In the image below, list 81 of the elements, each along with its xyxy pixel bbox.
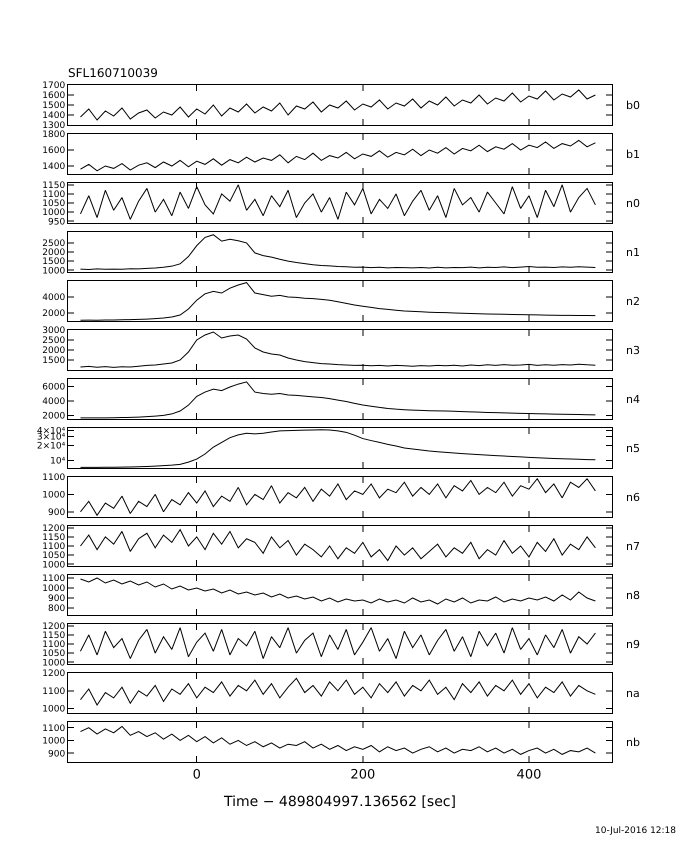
y-tick-label: 1100 (42, 473, 66, 484)
y-tick-label: 1100 (42, 686, 66, 697)
y-axis-title: nb (626, 736, 640, 749)
y-tick-label: 900 (48, 508, 66, 518)
y-tick-label: 1200 (42, 669, 66, 680)
y-tick-label: 1400 (42, 162, 66, 172)
y-axis-title: n1 (626, 246, 640, 259)
y-axis-title: na (626, 687, 640, 700)
line-series (80, 726, 596, 755)
y-tick-label: 3×10⁴ (36, 432, 66, 443)
y-tick-label: 1100 (42, 542, 66, 552)
y-tick-label: 1200 (42, 622, 66, 632)
y-axis-title: n8 (626, 589, 640, 602)
y-axis-title: n6 (626, 491, 640, 504)
y-tick-label: 950 (48, 217, 66, 228)
y-tick-label: 1000 (42, 490, 66, 501)
y-axis-title: n5 (626, 442, 640, 455)
y-axis-title: n4 (626, 393, 640, 406)
x-axis-title: Time − 489804997.136562 [sec] (223, 794, 456, 810)
y-tick-label: 1050 (42, 199, 66, 210)
line-series (80, 578, 596, 604)
y-tick-label: 1000 (42, 658, 66, 668)
y-tick-label: 1700 (42, 81, 66, 92)
y-axis-title: b0 (626, 99, 640, 112)
y-tick-label: 1500 (42, 257, 66, 268)
y-tick-label: 1150 (42, 533, 66, 544)
y-tick-label: 1000 (42, 736, 66, 747)
y-axis-title: n2 (626, 295, 640, 308)
y-tick-label: 2000 (42, 412, 66, 422)
line-series (80, 90, 596, 120)
y-tick-label: 1600 (42, 146, 66, 156)
y-tick-label: 1100 (42, 574, 66, 584)
y-tick-label: 1500 (42, 356, 66, 366)
y-tick-label: 1000 (42, 704, 66, 715)
y-tick-label: 1100 (42, 640, 66, 650)
y-tick-label: 10⁴ (50, 456, 66, 467)
y-tick-label: 1000 (42, 560, 66, 570)
y-tick-label: 1000 (42, 208, 66, 218)
y-tick-label: 4000 (42, 293, 66, 304)
y-axis-title: n7 (626, 540, 640, 553)
y-tick-label: 1050 (42, 551, 66, 562)
x-tick-label: 200 (350, 768, 376, 783)
y-tick-label: 900 (48, 749, 66, 760)
chart-title: SFL160710039 (68, 66, 158, 80)
line-series (80, 140, 596, 172)
y-tick-label: 2000 (42, 346, 66, 356)
y-tick-label: 2500 (42, 336, 66, 346)
y-tick-label: 3000 (42, 326, 66, 336)
x-tick-label: 0 (192, 768, 201, 783)
y-tick-label: 2000 (42, 309, 66, 320)
y-tick-label: 2×10⁴ (36, 442, 66, 452)
x-tick-label: 400 (516, 768, 542, 783)
text: 10-Jul-2016 12:18 (595, 826, 676, 836)
y-tick-label: 1600 (42, 91, 66, 102)
y-tick-label: 4000 (42, 396, 66, 407)
y-tick-label: 2500 (42, 239, 66, 250)
y-tick-label: 900 (48, 594, 66, 604)
y-tick-label: 1100 (42, 190, 66, 200)
y-tick-label: 1800 (42, 130, 66, 140)
y-tick-label: 1150 (42, 180, 66, 191)
y-tick-label: 1400 (42, 111, 66, 122)
y-tick-label: 2000 (42, 248, 66, 258)
y-tick-label: 1000 (42, 584, 66, 594)
y-tick-label: 1300 (42, 121, 66, 132)
y-tick-label: 1050 (42, 649, 66, 660)
line-series (80, 234, 596, 270)
line-series (80, 627, 596, 660)
line-series (80, 332, 596, 368)
y-axis-title: n3 (626, 344, 640, 357)
y-tick-label: 1500 (42, 101, 66, 112)
y-tick-label: 1200 (42, 524, 66, 534)
y-tick-label: 800 (48, 604, 66, 614)
y-tick-label: 1000 (42, 266, 66, 276)
y-tick-label: 1100 (42, 724, 66, 734)
y-axis-title: b1 (626, 148, 640, 161)
line-series (80, 529, 596, 562)
y-tick-label: 1150 (42, 631, 66, 642)
y-tick-label: 6000 (42, 382, 66, 392)
line-series (80, 678, 596, 706)
y-axis-title: n0 (626, 197, 640, 210)
y-axis-title: n9 (626, 638, 640, 651)
